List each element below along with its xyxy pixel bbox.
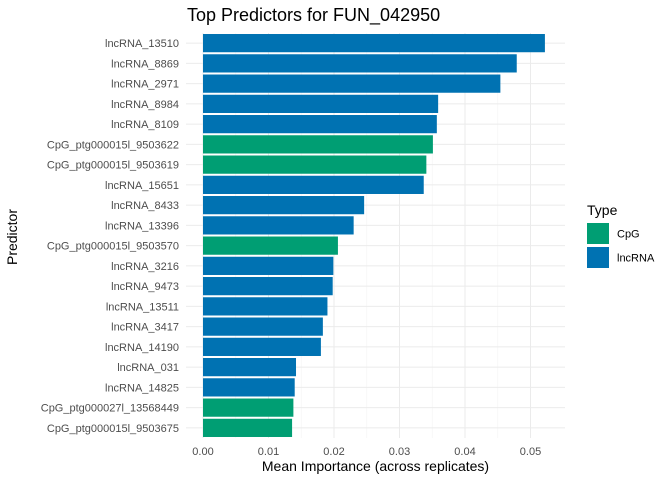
y-tick-label: CpG_ptg000015l_9503619 [47,160,179,172]
y-tick-label: lncRNA_13510 [105,38,179,50]
plot-area: lncRNA_13510 lncRNA_8869 lncRNA_2971 lncRNA… [41,33,565,458]
bar [203,74,501,93]
legend-label: lncRNA [617,253,655,265]
y-tick-label: lncRNA_3216 [111,261,179,273]
x-tick-label: 0.02 [323,446,344,458]
y-axis-title: Predictor [4,209,20,265]
bar [203,378,295,397]
y-tick-label: lncRNA_8869 [111,58,179,70]
y-tick-label: lncRNA_14825 [105,382,179,394]
bar [203,277,333,296]
bars [203,34,545,437]
bar [203,216,354,235]
bar [203,418,293,437]
legend: Type CpG lncRNA [587,202,655,268]
y-tick-label: lncRNA_13511 [106,301,179,313]
y-tick-label: lncRNA_8109 [111,119,179,131]
bar [203,236,338,255]
y-tick-label: lncRNA_031 [117,362,179,374]
legend-swatch [587,223,609,244]
x-axis-tick-labels: 0.00 0.01 0.02 0.03 0.04 0.05 [192,446,541,458]
y-tick-label: CpG_ptg000015l_9503622 [47,139,179,151]
bar [203,317,323,336]
y-tick-label: lncRNA_8433 [111,200,179,212]
bar [203,135,433,154]
y-tick-label: lncRNA_15651 [105,180,179,192]
bar [203,94,439,113]
bar [203,115,437,134]
x-tick-label: 0.00 [192,446,213,458]
y-tick-label: CpG_ptg000027l_13568449 [41,403,179,415]
chart-title: Top Predictors for FUN_042950 [187,5,440,26]
y-tick-label: lncRNA_3417 [111,322,179,334]
y-tick-label: lncRNA_13396 [105,220,179,232]
y-tick-label: CpG_ptg000015l_9503675 [47,423,179,435]
legend-title: Type [587,202,618,218]
bar [203,297,328,316]
x-tick-label: 0.01 [258,446,279,458]
bar [203,398,294,417]
y-tick-label: lncRNA_2971 [111,79,179,91]
legend-items: CpG lncRNA [587,223,655,268]
bar [203,34,545,53]
y-tick-label: lncRNA_9473 [111,281,179,293]
bar [203,256,334,275]
y-tick-label: CpG_ptg000015l_9503570 [47,241,179,253]
bar [203,358,297,377]
legend-swatch [587,247,609,268]
x-tick-label: 0.03 [389,446,410,458]
bar [203,155,427,174]
x-axis-title: Mean Importance (across replicates) [262,458,489,474]
bar [203,196,365,215]
bar [203,337,321,356]
bar [203,175,424,194]
y-tick-label: lncRNA_14190 [105,342,179,354]
y-tick-label: lncRNA_8984 [111,99,179,111]
legend-label: CpG [617,229,640,241]
x-tick-label: 0.05 [520,446,541,458]
bar [203,54,517,73]
grid [186,33,565,438]
y-axis-tick-labels: lncRNA_13510 lncRNA_8869 lncRNA_2971 lncRNA… [41,38,179,435]
x-tick-label: 0.04 [454,446,475,458]
